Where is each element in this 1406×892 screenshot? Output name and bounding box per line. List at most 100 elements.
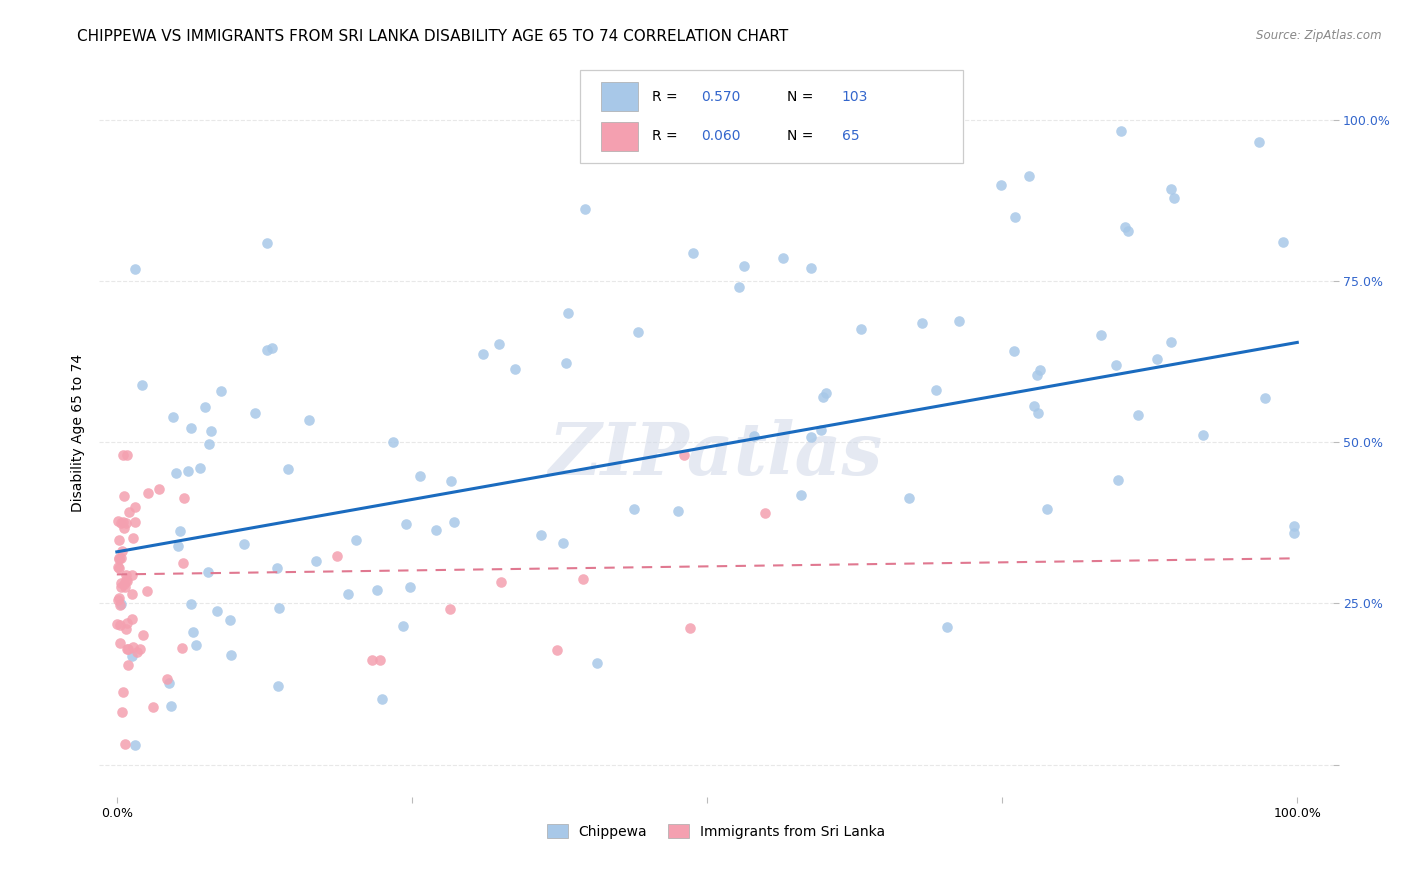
Point — [586, 656, 609, 670]
Point — [935, 620, 957, 634]
Point — [546, 642, 568, 657]
Point — [193, 401, 215, 415]
Point — [810, 423, 832, 437]
Point — [728, 280, 751, 294]
Point — [108, 561, 131, 575]
FancyBboxPatch shape — [602, 82, 638, 112]
Point — [1146, 351, 1168, 366]
Point — [682, 246, 704, 260]
Point — [108, 591, 131, 605]
Point — [851, 322, 873, 336]
Point — [266, 561, 288, 575]
Point — [170, 641, 193, 656]
Point — [112, 685, 135, 699]
Point — [107, 560, 129, 574]
Point — [124, 738, 146, 752]
Point — [124, 500, 146, 515]
Point — [157, 676, 180, 690]
Point — [1026, 405, 1049, 419]
Point — [325, 549, 347, 564]
Point — [110, 581, 132, 595]
Point — [1090, 327, 1112, 342]
Point — [1116, 224, 1139, 238]
Point — [1272, 235, 1295, 249]
Point — [108, 551, 131, 566]
Point — [232, 537, 254, 551]
Point — [623, 502, 645, 516]
Text: R =: R = — [652, 129, 682, 144]
Point — [110, 516, 132, 530]
Point — [381, 434, 404, 449]
Point — [297, 413, 319, 427]
Point — [110, 551, 132, 566]
Point — [489, 575, 512, 590]
Point — [112, 577, 135, 591]
Point — [1004, 344, 1026, 359]
Point — [180, 421, 202, 435]
Point — [219, 613, 242, 627]
Point — [121, 531, 143, 545]
Point — [948, 313, 970, 327]
Point — [1107, 473, 1129, 487]
Point — [368, 653, 391, 667]
Point — [678, 621, 700, 635]
Point — [142, 700, 165, 714]
Point — [911, 316, 934, 330]
Point — [107, 552, 129, 566]
Point — [114, 738, 136, 752]
Point — [121, 612, 143, 626]
Point — [443, 515, 465, 529]
Point — [1028, 363, 1050, 377]
Point — [1163, 191, 1185, 205]
Point — [108, 598, 131, 612]
Point — [107, 533, 129, 548]
Point — [772, 251, 794, 265]
Point — [165, 467, 187, 481]
Point — [754, 506, 776, 520]
Text: N =: N = — [787, 90, 818, 103]
Point — [554, 355, 576, 369]
Point — [118, 505, 141, 519]
Y-axis label: Disability Age 65 to 74: Disability Age 65 to 74 — [72, 353, 86, 512]
Point — [790, 488, 813, 502]
Point — [344, 533, 367, 548]
Text: R =: R = — [652, 90, 682, 103]
Point — [1128, 408, 1150, 422]
Point — [121, 587, 143, 601]
Point — [361, 653, 384, 667]
Point — [1282, 519, 1305, 533]
Point — [557, 306, 579, 320]
Point — [135, 583, 157, 598]
Point — [131, 378, 153, 392]
Point — [815, 385, 838, 400]
Point — [256, 235, 278, 250]
Point — [136, 486, 159, 500]
Text: CHIPPEWA VS IMMIGRANTS FROM SRI LANKA DISABILITY AGE 65 TO 74 CORRELATION CHART: CHIPPEWA VS IMMIGRANTS FROM SRI LANKA DI… — [77, 29, 789, 44]
Point — [471, 347, 494, 361]
Point — [111, 543, 134, 558]
Point — [304, 554, 326, 568]
Point — [162, 410, 184, 425]
Point — [811, 390, 834, 404]
Point — [121, 568, 143, 582]
Point — [1249, 135, 1271, 149]
Point — [184, 638, 207, 652]
Point — [167, 539, 190, 553]
Point — [1160, 335, 1182, 350]
Point — [1114, 219, 1136, 234]
Point — [1160, 182, 1182, 196]
Point — [132, 628, 155, 642]
Legend: Chippewa, Immigrants from Sri Lanka: Chippewa, Immigrants from Sri Lanka — [541, 819, 891, 845]
Point — [108, 635, 131, 649]
Point — [124, 516, 146, 530]
Point — [262, 341, 284, 355]
Point — [574, 202, 596, 217]
Point — [530, 528, 553, 542]
Point — [105, 616, 128, 631]
Point — [366, 583, 388, 598]
Point — [115, 641, 138, 656]
Point — [172, 556, 194, 570]
Point — [1022, 399, 1045, 413]
Point — [553, 536, 575, 550]
Point — [114, 580, 136, 594]
